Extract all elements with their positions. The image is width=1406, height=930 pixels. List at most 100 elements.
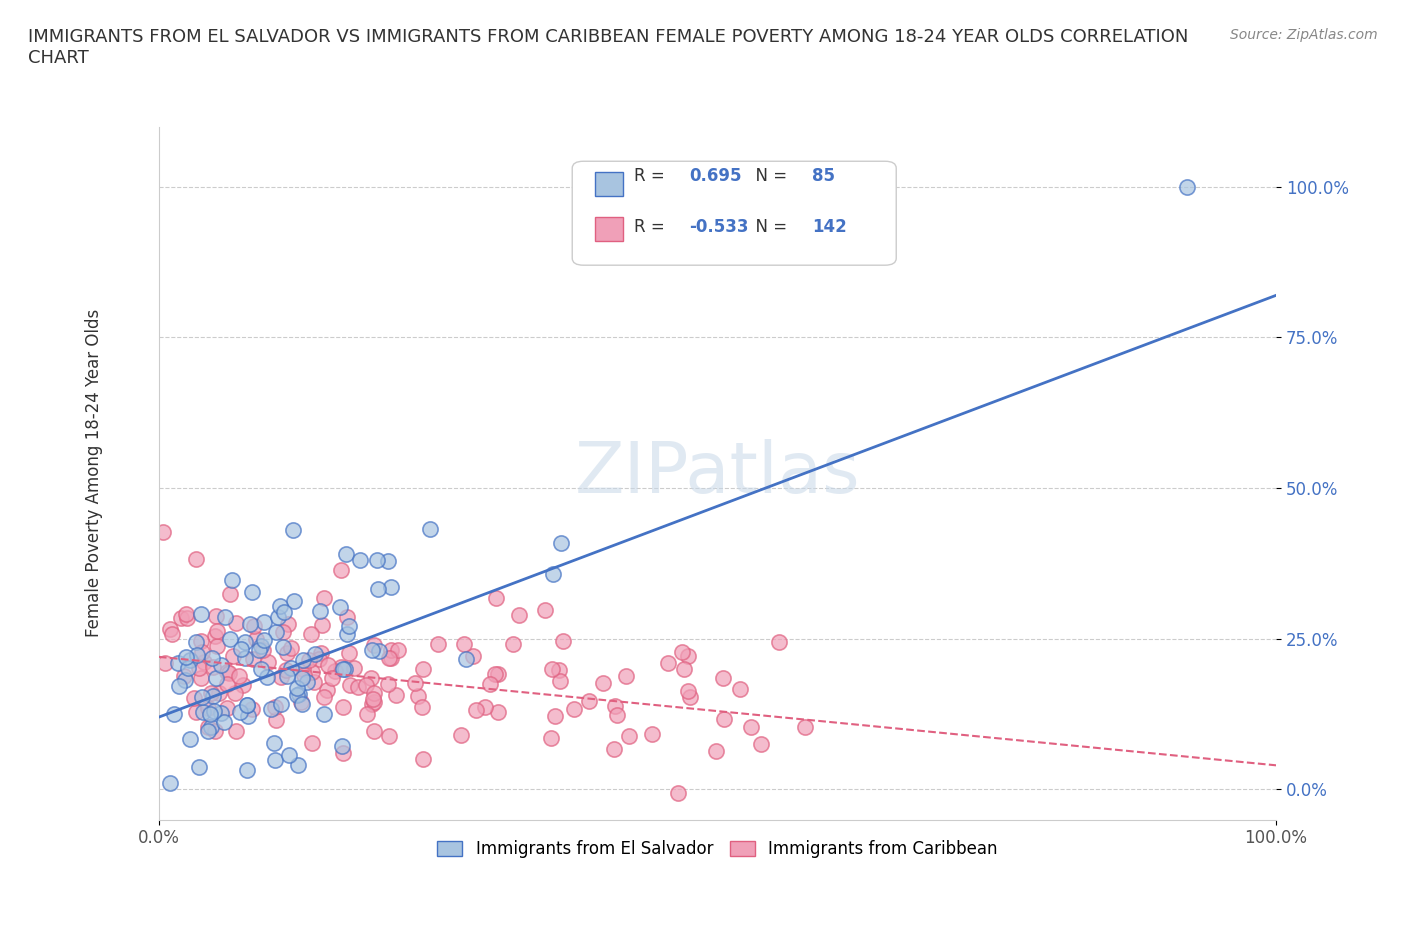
Text: N =: N = xyxy=(745,218,793,236)
Point xyxy=(228,704,250,719)
Point xyxy=(201,651,224,666)
Point xyxy=(193,704,215,719)
Point xyxy=(204,609,226,624)
Point xyxy=(153,656,176,671)
Point xyxy=(704,743,727,758)
Point xyxy=(212,714,235,729)
Point xyxy=(332,746,354,761)
Text: -0.533: -0.533 xyxy=(689,218,749,236)
Point xyxy=(170,611,193,626)
Point xyxy=(236,709,259,724)
Point xyxy=(453,637,475,652)
Point xyxy=(676,648,699,663)
Point xyxy=(292,667,315,682)
Point xyxy=(186,647,208,662)
Point xyxy=(197,700,219,715)
Point xyxy=(671,644,693,659)
Point xyxy=(543,566,565,581)
Point xyxy=(302,674,325,689)
Point xyxy=(336,626,359,641)
Point xyxy=(346,680,368,695)
Point xyxy=(281,523,304,538)
Point xyxy=(548,663,571,678)
Point xyxy=(215,701,238,716)
Point xyxy=(308,604,330,618)
Point xyxy=(299,626,322,641)
Point xyxy=(380,651,402,666)
Point xyxy=(478,677,501,692)
Point xyxy=(339,677,361,692)
Point xyxy=(245,631,267,646)
Point xyxy=(329,599,352,614)
Point xyxy=(291,653,314,668)
Point xyxy=(197,724,219,738)
Point xyxy=(233,634,256,649)
Point xyxy=(332,662,354,677)
Point xyxy=(363,685,385,700)
Point xyxy=(240,702,263,717)
Point xyxy=(228,669,250,684)
Point xyxy=(232,678,254,693)
Point xyxy=(218,631,240,646)
Point xyxy=(377,676,399,691)
Point xyxy=(318,658,340,672)
Point xyxy=(221,572,243,587)
Point xyxy=(309,645,332,660)
Point xyxy=(184,634,207,649)
Point xyxy=(270,697,292,711)
Point xyxy=(366,552,388,567)
Point xyxy=(314,706,336,721)
Point xyxy=(368,644,391,658)
Point xyxy=(603,741,626,756)
Point xyxy=(208,685,231,700)
Point xyxy=(225,724,247,739)
Point xyxy=(222,648,245,663)
Point xyxy=(544,709,567,724)
Point xyxy=(183,691,205,706)
Point xyxy=(730,682,752,697)
Point xyxy=(740,719,762,734)
Text: IMMIGRANTS FROM EL SALVADOR VS IMMIGRANTS FROM CARIBBEAN FEMALE POVERTY AMONG 18: IMMIGRANTS FROM EL SALVADOR VS IMMIGRANT… xyxy=(28,28,1188,67)
Point xyxy=(290,695,312,710)
Point xyxy=(411,699,433,714)
Point xyxy=(270,670,292,684)
Point xyxy=(291,662,314,677)
Point xyxy=(332,699,354,714)
Point xyxy=(159,776,181,790)
Point xyxy=(250,639,273,654)
Point xyxy=(179,732,201,747)
Point xyxy=(311,618,333,632)
Point xyxy=(404,675,426,690)
Point xyxy=(314,690,336,705)
Point xyxy=(354,678,377,693)
Point xyxy=(385,688,408,703)
Point xyxy=(323,663,346,678)
Point xyxy=(550,673,572,688)
Point xyxy=(177,661,200,676)
Point xyxy=(367,582,389,597)
Point xyxy=(461,649,484,664)
Legend: Immigrants from El Salvador, Immigrants from Caribbean: Immigrants from El Salvador, Immigrants … xyxy=(429,832,1005,867)
Point xyxy=(541,661,564,676)
Point xyxy=(380,579,402,594)
Point xyxy=(256,669,278,684)
Point xyxy=(605,698,627,713)
Point xyxy=(209,658,232,673)
Point xyxy=(330,738,353,753)
Point xyxy=(160,627,183,642)
Point xyxy=(271,625,294,640)
Point xyxy=(360,643,382,658)
Point xyxy=(260,701,283,716)
Point xyxy=(657,656,679,671)
Point xyxy=(253,633,276,648)
Point xyxy=(176,606,198,621)
Point xyxy=(204,724,226,738)
Point xyxy=(641,726,664,741)
Point xyxy=(167,679,190,694)
Text: R =: R = xyxy=(634,167,669,185)
Point xyxy=(711,671,734,685)
Point xyxy=(225,615,247,630)
Point xyxy=(301,665,323,680)
Point xyxy=(204,628,226,643)
Point xyxy=(159,622,181,637)
